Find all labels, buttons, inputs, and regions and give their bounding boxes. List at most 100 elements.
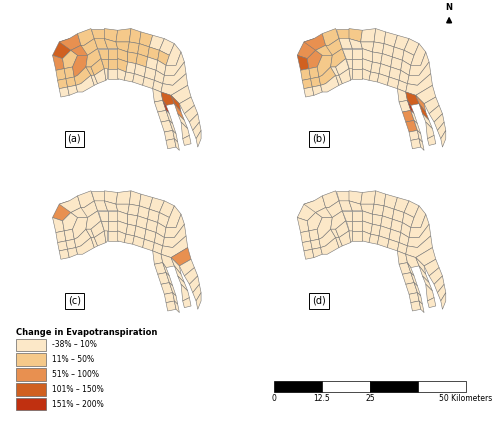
FancyBboxPatch shape [16, 354, 46, 366]
Polygon shape [416, 258, 426, 274]
Polygon shape [71, 45, 88, 55]
Polygon shape [101, 59, 107, 68]
Polygon shape [374, 29, 386, 44]
Polygon shape [150, 35, 164, 50]
Polygon shape [310, 239, 320, 249]
Polygon shape [320, 238, 339, 254]
Polygon shape [406, 74, 432, 95]
Polygon shape [418, 293, 422, 304]
Polygon shape [404, 201, 419, 217]
Polygon shape [369, 234, 379, 244]
Polygon shape [174, 266, 184, 282]
Polygon shape [108, 221, 118, 231]
Polygon shape [164, 293, 174, 303]
Polygon shape [104, 39, 118, 49]
Polygon shape [184, 105, 198, 122]
Polygon shape [59, 87, 69, 97]
Polygon shape [174, 104, 184, 120]
Polygon shape [138, 44, 149, 57]
Polygon shape [390, 57, 402, 70]
Polygon shape [158, 110, 170, 122]
Polygon shape [326, 39, 342, 55]
Polygon shape [134, 64, 146, 77]
Polygon shape [152, 89, 162, 102]
Text: (a): (a) [68, 134, 81, 144]
Polygon shape [178, 114, 188, 129]
Polygon shape [330, 67, 339, 75]
FancyBboxPatch shape [418, 381, 466, 392]
Polygon shape [161, 254, 174, 268]
FancyBboxPatch shape [370, 381, 418, 392]
Text: 25: 25 [365, 394, 375, 403]
Polygon shape [124, 234, 134, 244]
Polygon shape [349, 39, 362, 49]
Polygon shape [409, 214, 429, 238]
Polygon shape [118, 59, 128, 72]
Polygon shape [164, 131, 174, 140]
Polygon shape [52, 55, 64, 70]
Polygon shape [384, 32, 398, 47]
Text: (c): (c) [68, 296, 80, 306]
Polygon shape [346, 221, 352, 231]
Polygon shape [349, 68, 352, 80]
Polygon shape [352, 221, 362, 231]
Polygon shape [392, 209, 404, 223]
Polygon shape [297, 201, 316, 221]
Polygon shape [319, 229, 336, 247]
Polygon shape [190, 114, 200, 131]
Polygon shape [108, 49, 118, 59]
Polygon shape [406, 120, 417, 132]
Polygon shape [360, 42, 374, 52]
Text: Change in Evapotranspiration: Change in Evapotranspiration [16, 328, 158, 337]
Polygon shape [86, 229, 94, 238]
Polygon shape [94, 68, 106, 83]
Polygon shape [392, 47, 404, 60]
Polygon shape [336, 238, 342, 247]
Polygon shape [419, 266, 429, 282]
Polygon shape [94, 201, 108, 211]
Text: N: N [446, 3, 452, 12]
Polygon shape [161, 74, 188, 95]
Polygon shape [160, 39, 174, 55]
Polygon shape [134, 226, 146, 239]
Polygon shape [389, 67, 400, 80]
Polygon shape [382, 44, 394, 57]
Polygon shape [310, 77, 320, 87]
Polygon shape [178, 276, 188, 291]
Polygon shape [136, 216, 147, 229]
Polygon shape [339, 39, 352, 49]
Text: 151% – 200%: 151% – 200% [52, 399, 104, 409]
FancyBboxPatch shape [16, 368, 46, 381]
Polygon shape [161, 120, 172, 132]
Polygon shape [196, 131, 201, 147]
Polygon shape [132, 74, 144, 85]
Polygon shape [398, 243, 407, 254]
Polygon shape [422, 114, 432, 129]
Polygon shape [362, 59, 372, 72]
Polygon shape [81, 201, 98, 217]
Polygon shape [410, 139, 421, 149]
Polygon shape [352, 49, 362, 59]
Polygon shape [74, 67, 91, 85]
Polygon shape [166, 44, 181, 65]
Polygon shape [52, 217, 64, 232]
Polygon shape [64, 67, 74, 79]
Polygon shape [336, 75, 342, 85]
Polygon shape [166, 273, 172, 286]
Polygon shape [390, 219, 402, 232]
Text: 101% – 150%: 101% – 150% [52, 385, 104, 394]
Polygon shape [56, 231, 66, 243]
Polygon shape [406, 236, 432, 258]
Polygon shape [389, 229, 400, 243]
Polygon shape [52, 201, 71, 221]
Polygon shape [144, 67, 156, 80]
Polygon shape [380, 54, 392, 67]
Polygon shape [322, 29, 339, 45]
Polygon shape [62, 50, 78, 68]
Polygon shape [308, 50, 322, 68]
Polygon shape [181, 284, 190, 301]
Polygon shape [148, 47, 160, 60]
Polygon shape [56, 68, 66, 80]
Polygon shape [372, 42, 384, 54]
Polygon shape [91, 191, 104, 201]
